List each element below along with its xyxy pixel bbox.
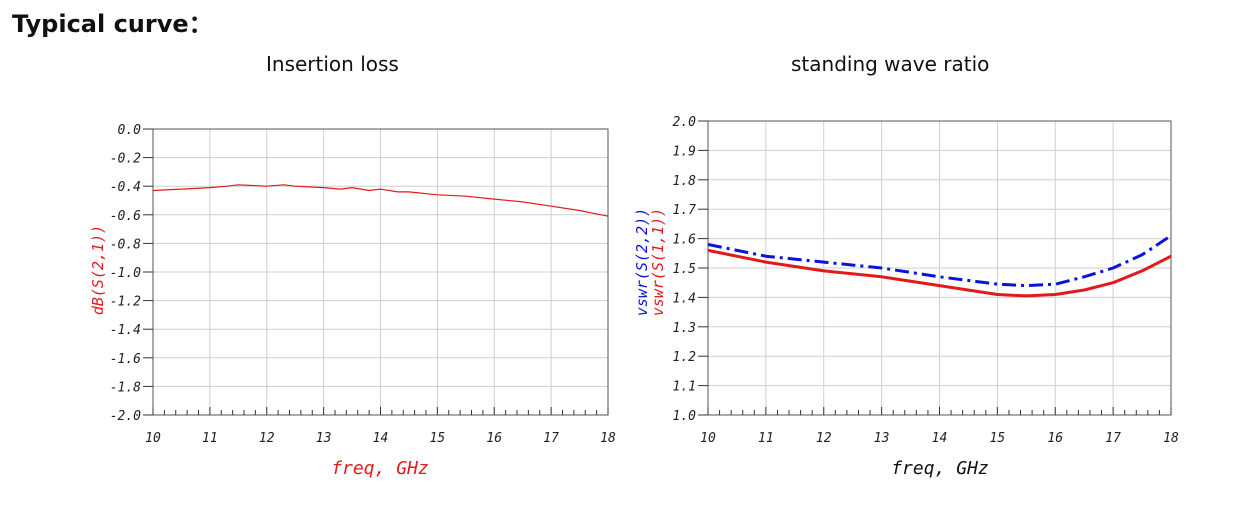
y-tick-label: 1.6 bbox=[673, 233, 697, 248]
y-tick-label: 1.2 bbox=[673, 350, 697, 365]
chart-title-insertion-loss: Insertion loss bbox=[266, 52, 399, 76]
y-tick-label: -0.8 bbox=[110, 237, 141, 252]
y-axis-label: dB(S(2,1)) bbox=[89, 225, 107, 315]
y-tick-label: -1.4 bbox=[110, 323, 141, 338]
y-tick-label: 2.0 bbox=[673, 115, 697, 130]
y-tick-label: 1.1 bbox=[673, 380, 696, 395]
y-tick-label: 1.4 bbox=[673, 291, 696, 306]
x-tick-label: 17 bbox=[1105, 431, 1121, 446]
x-axis-label: freq, GHz bbox=[891, 458, 989, 479]
y-tick-label: 1.0 bbox=[673, 409, 697, 424]
y-tick-label: 1.5 bbox=[673, 262, 697, 277]
y-axis-label-s11: vswr(S(1,1)) bbox=[649, 208, 667, 316]
x-tick-label: 12 bbox=[259, 431, 275, 446]
chart-title-standing-wave-ratio: standing wave ratio bbox=[791, 52, 990, 76]
y-tick-label: -2.0 bbox=[110, 409, 141, 424]
series-group bbox=[153, 184, 608, 217]
y-tick-label: 1.8 bbox=[673, 174, 697, 189]
y-tick-label: -0.4 bbox=[110, 180, 141, 195]
x-tick-label: 18 bbox=[600, 431, 616, 446]
x-tick-label: 13 bbox=[316, 431, 332, 446]
x-tick-label: 15 bbox=[990, 431, 1006, 446]
x-axis-label: freq, GHz bbox=[331, 458, 429, 479]
x-tick-label: 15 bbox=[430, 431, 446, 446]
y-tick-label: -0.6 bbox=[110, 209, 141, 224]
y-tick-label: 0.0 bbox=[118, 123, 142, 138]
y-tick-label: -1.0 bbox=[110, 266, 141, 281]
x-tick-label: 16 bbox=[486, 431, 502, 446]
series-line-vswrs11 bbox=[708, 248, 1171, 298]
y-tick-label: -1.2 bbox=[110, 295, 141, 310]
x-tick-label: 18 bbox=[1163, 431, 1179, 446]
x-tick-label: 14 bbox=[373, 431, 389, 446]
x-tick-label: 17 bbox=[543, 431, 559, 446]
y-tick-label: -0.2 bbox=[110, 152, 141, 167]
y-tick-label: 1.9 bbox=[673, 144, 696, 159]
y-tick-label: -1.8 bbox=[110, 380, 141, 395]
y-axis-label-s22: vswr(S(2,2)) bbox=[633, 208, 651, 316]
x-tick-label: 10 bbox=[145, 431, 161, 446]
y-tick-label: 1.7 bbox=[673, 203, 697, 218]
x-tick-label: 13 bbox=[874, 431, 890, 446]
x-tick-label: 16 bbox=[1047, 431, 1063, 446]
series-group bbox=[708, 234, 1171, 298]
x-tick-label: 10 bbox=[700, 431, 716, 446]
x-tick-label: 11 bbox=[202, 431, 218, 446]
y-tick-label: 1.3 bbox=[673, 321, 696, 336]
y-tick-label: -1.6 bbox=[110, 352, 141, 367]
page-heading: Typical curve： bbox=[12, 10, 213, 38]
x-tick-label: 11 bbox=[758, 431, 774, 446]
x-tick-label: 14 bbox=[932, 431, 948, 446]
series-line-vswrs22 bbox=[708, 234, 1171, 288]
series-line-dbs21 bbox=[153, 184, 608, 217]
x-tick-label: 12 bbox=[816, 431, 832, 446]
